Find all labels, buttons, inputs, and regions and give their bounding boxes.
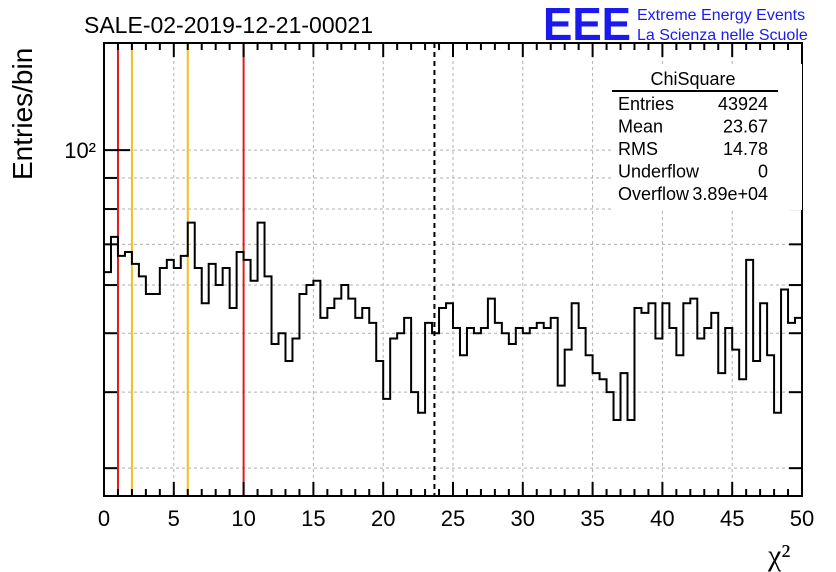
- x-tick-labels: 0 5 10 15 20 25 30 35 40 45 50: [98, 506, 814, 531]
- stats-title: ChiSquare: [650, 69, 735, 89]
- stats-label: Entries: [618, 94, 674, 114]
- stats-label: Underflow: [618, 162, 700, 182]
- histogram-line: [104, 221, 802, 422]
- axis-ticks: [103, 43, 803, 496]
- x-tick-label: 10: [231, 506, 255, 531]
- x-axis-label: χ²: [767, 539, 790, 572]
- x-tick-label: 25: [441, 506, 465, 531]
- x-tick-label: 20: [371, 506, 395, 531]
- logo-line2: La Scienza nelle Scuole: [637, 27, 808, 44]
- stats-value: 43924: [718, 94, 768, 114]
- stats-value: 23.67: [723, 117, 768, 137]
- stats-box: ChiSquare Entries 43924 Mean 23.67 RMS 14.78 U…: [612, 64, 802, 210]
- stats-label: Overflow: [618, 184, 690, 204]
- logo-line1: Extreme Energy Events: [637, 7, 805, 24]
- x-tick-label: 5: [168, 506, 180, 531]
- stats-value: 0: [758, 162, 768, 182]
- x-tick-label: 40: [650, 506, 674, 531]
- x-tick-label: 35: [580, 506, 604, 531]
- logo-mark: EEE: [543, 0, 631, 50]
- stats-value: 14.78: [723, 139, 768, 159]
- x-tick-label: 15: [301, 506, 325, 531]
- stats-value: 3.89e+04: [692, 184, 768, 204]
- x-tick-label: 45: [720, 506, 744, 531]
- y-tick-label: 10²: [64, 138, 96, 163]
- y-axis-label: Entries/bin: [7, 48, 38, 180]
- x-tick-label: 50: [790, 506, 814, 531]
- x-tick-label: 0: [98, 506, 110, 531]
- eee-logo: EEE Extreme Energy Events La Scienza nel…: [543, 0, 808, 50]
- stats-label: RMS: [618, 139, 658, 159]
- marker-lines: [116, 43, 436, 496]
- stats-label: Mean: [618, 117, 663, 137]
- x-tick-label: 30: [511, 506, 535, 531]
- chart-title: SALE-02-2019-12-21-00021: [84, 12, 373, 38]
